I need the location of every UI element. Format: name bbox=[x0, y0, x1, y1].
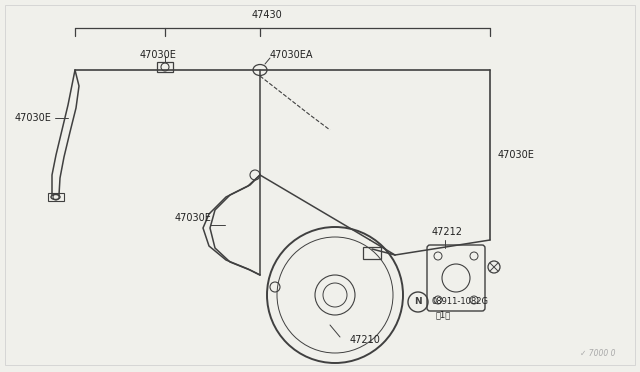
Bar bbox=[363, 247, 381, 259]
Bar bbox=[48, 193, 64, 201]
Text: N: N bbox=[414, 298, 422, 307]
Bar bbox=[157, 62, 173, 72]
Text: 47210: 47210 bbox=[350, 335, 381, 345]
Text: 47030E: 47030E bbox=[175, 213, 212, 223]
Text: 47030E: 47030E bbox=[15, 113, 52, 123]
Text: 47430: 47430 bbox=[252, 10, 282, 20]
Text: 47030E: 47030E bbox=[498, 150, 535, 160]
Text: ✓ 7000 0: ✓ 7000 0 bbox=[579, 349, 615, 358]
Text: 08911-1082G: 08911-1082G bbox=[431, 298, 488, 307]
Text: 47030E: 47030E bbox=[140, 50, 177, 60]
Text: 47030EA: 47030EA bbox=[270, 50, 314, 60]
Text: （1）: （1） bbox=[436, 311, 451, 320]
Text: 47212: 47212 bbox=[432, 227, 463, 237]
